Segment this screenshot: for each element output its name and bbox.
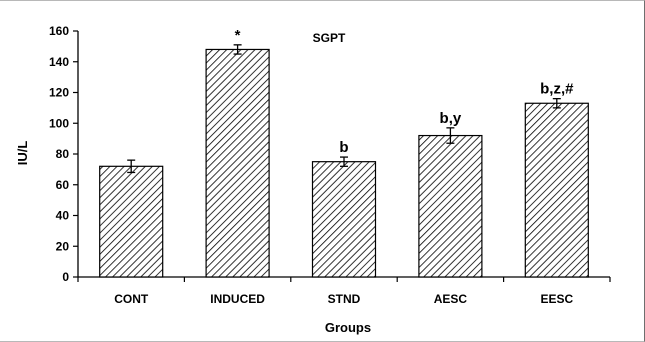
bar-eesc	[524, 102, 589, 278]
significance-label: b	[339, 139, 348, 156]
bar-aesc	[418, 134, 483, 278]
y-tick-label: 60	[56, 178, 70, 192]
bar-induced	[205, 48, 270, 278]
y-tick-label: 160	[49, 24, 69, 38]
significance-label: b,y	[440, 110, 462, 127]
y-axis-label: IU/L	[15, 141, 30, 166]
significance-label: *	[235, 27, 241, 44]
x-tick-label: STND	[328, 292, 361, 306]
y-tick-label: 100	[49, 116, 69, 130]
significance-label: b,z,#	[540, 81, 574, 98]
y-tick-label: 140	[49, 55, 69, 69]
x-tick-label: AESC	[434, 292, 468, 306]
x-tick-label: EESC	[540, 292, 573, 306]
y-tick-label: 120	[49, 86, 69, 100]
plot-area: 0 20 40 60 80 100 120 140 160 CONT * INDUCED b STND b,…	[49, 24, 611, 306]
x-tick-label: CONT	[114, 292, 149, 306]
y-tick-label: 20	[56, 239, 70, 253]
y-tick-label: 40	[56, 209, 70, 223]
y-tick-label: 80	[56, 147, 70, 161]
chart-title: SGPT	[313, 31, 346, 45]
bar-cont	[99, 165, 164, 278]
x-tick-label: INDUCED	[210, 292, 265, 306]
bar-stnd	[311, 161, 377, 278]
y-tick-label: 0	[62, 270, 69, 284]
x-axis-label: Groups	[325, 320, 371, 335]
